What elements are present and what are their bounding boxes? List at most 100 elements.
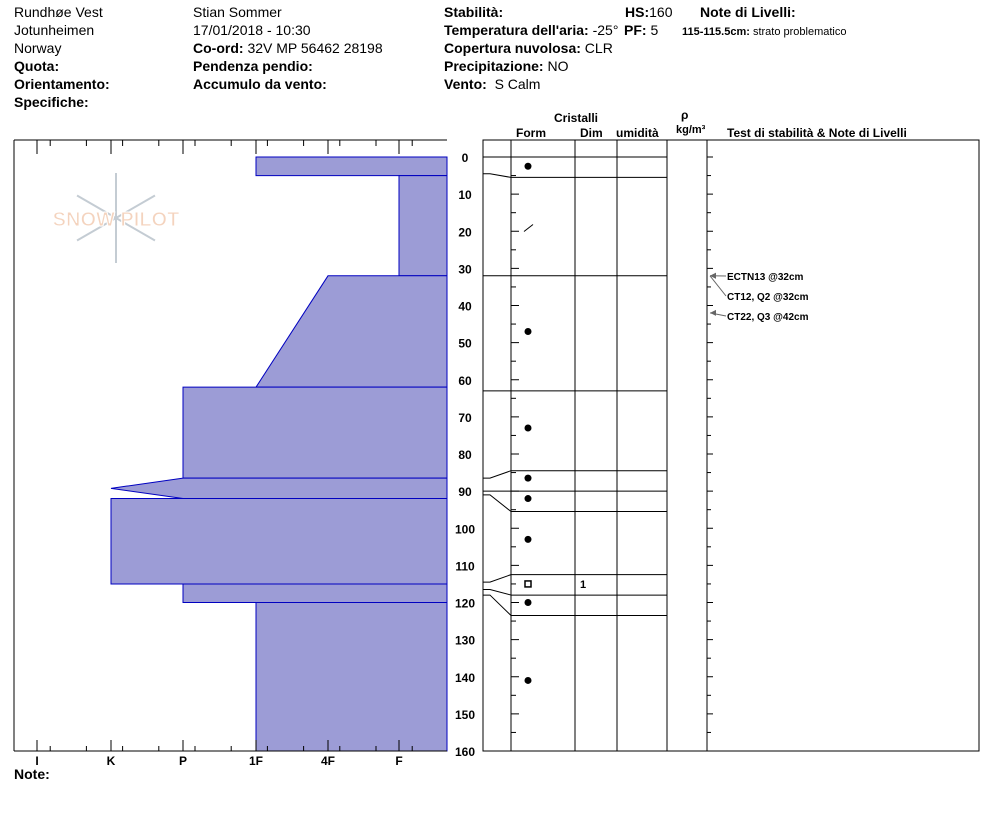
grain-rounded-icon	[524, 599, 532, 606]
depth-tick-label: 110	[455, 559, 475, 573]
hardness-layer	[182, 583, 448, 603]
hs: HS:160	[625, 4, 672, 20]
observer: Stian Sommer	[193, 4, 282, 20]
layer-connector	[483, 574, 512, 583]
density-unit: kg/m³	[676, 124, 706, 136]
stability-test-label: ECTN13 @32cm	[727, 272, 804, 283]
hardness-tick-label: P	[179, 754, 187, 768]
pf-value: 5	[650, 22, 659, 38]
layer-note-text: strato problematico	[752, 26, 847, 38]
depth-tick-label: 50	[458, 337, 472, 351]
slope-label: Pendenza pendio:	[193, 58, 313, 74]
grain-size: 1	[580, 579, 586, 591]
layer-grid-frame	[482, 139, 980, 752]
crystals-header: Cristalli	[554, 111, 599, 125]
wind-label: Vento:	[444, 76, 487, 92]
cloud-value: CLR	[584, 40, 613, 56]
pf-label: PF:	[624, 22, 647, 38]
depth-tick-label: 120	[455, 597, 475, 611]
size-header: Dim	[580, 126, 603, 140]
hardness-layer	[398, 175, 448, 277]
cloud-label: Copertura nuvolosa:	[444, 40, 581, 56]
hardness-layer	[255, 275, 448, 388]
hardness-tick-label: 1F	[249, 754, 263, 768]
hardness-layer	[182, 386, 448, 479]
hardness-layer	[255, 156, 448, 177]
stability-test-label: CT22, Q3 @42cm	[727, 312, 809, 323]
air-temp: Temperatura dell'aria: -25°	[444, 22, 618, 38]
stability-label: Stabilità:	[444, 4, 504, 20]
svg-text:SNOW PILOT: SNOW PILOT	[53, 209, 180, 231]
coordinates: Co-ord: 32V MP 56462 28198	[193, 40, 383, 56]
grain-rounded-icon	[524, 495, 532, 503]
grain-rounded-icon	[524, 424, 532, 432]
layer-connector	[483, 589, 512, 596]
hardness-tick-label: F	[395, 754, 402, 768]
depth-tick-label: 0	[462, 151, 469, 165]
grain-faceted-icon	[524, 580, 532, 588]
site-name: Rundhøe Vest	[14, 4, 103, 20]
grain-rounded-icon	[524, 474, 532, 482]
hardness-tick-label: I	[35, 754, 38, 768]
hardness-tick-label: 4F	[321, 754, 335, 768]
precipitation: Precipitazione: NO	[444, 58, 568, 74]
hardness-layer	[110, 498, 448, 585]
depth-tick-label: 160	[455, 745, 475, 759]
hardness-layer	[110, 477, 448, 500]
arrow-head-icon	[710, 272, 716, 279]
layer-note-depth: 115-115.5cm:	[682, 26, 750, 38]
air-temp-label: Temperatura dell'aria:	[444, 22, 589, 38]
depth-tick-label: 140	[455, 671, 475, 685]
layer-note: 115-115.5cm: strato problematico	[682, 24, 847, 40]
hs-value: 160	[649, 4, 673, 20]
coord-label: Co-ord:	[193, 40, 244, 56]
depth-tick-label: 30	[458, 262, 472, 276]
grain-rounded-icon	[524, 535, 532, 543]
stability-test-label: CT12, Q2 @32cm	[727, 292, 809, 303]
form-header: Form	[516, 126, 546, 140]
layer-connector	[483, 594, 512, 616]
wind-load-label: Accumulo da vento:	[193, 76, 327, 92]
note-label: Note:	[14, 766, 50, 782]
cloud-cover: Copertura nuvolosa: CLR	[444, 40, 613, 56]
depth-tick-label: 80	[458, 448, 472, 462]
test-arrow	[709, 275, 727, 297]
grain-rounded-icon	[524, 162, 532, 170]
pf: PF: 5	[624, 22, 658, 38]
hardness-tick-label: K	[107, 754, 116, 768]
specifics-label: Specifiche:	[14, 94, 89, 110]
depth-tick-label: 100	[455, 522, 475, 536]
datetime: 17/01/2018 - 10:30	[193, 22, 311, 38]
depth-tick-label: 20	[458, 225, 472, 239]
wind: Vento: S Calm	[444, 76, 540, 92]
density-symbol: ρ	[681, 108, 689, 122]
hardness-layer	[255, 602, 448, 752]
layer-connector	[483, 173, 512, 178]
quota-label: Quota:	[14, 58, 60, 74]
depth-tick-label: 70	[458, 411, 472, 425]
depth-tick-label: 60	[458, 374, 472, 388]
moisture-header: umidità	[616, 126, 659, 140]
hs-label: HS:	[625, 4, 650, 20]
arrow-head-icon	[710, 309, 716, 316]
grain-rounded-icon	[524, 676, 532, 684]
depth-tick-label: 40	[458, 300, 472, 314]
air-temp-value: -25°	[592, 22, 619, 38]
grain-rounded-icon	[524, 327, 532, 335]
grain-decomposing-icon	[523, 224, 534, 232]
layer-connector	[483, 494, 512, 512]
orientation-label: Orientamento:	[14, 76, 110, 92]
wind-value: S Calm	[494, 76, 541, 92]
precip-label: Precipitazione:	[444, 58, 544, 74]
layer-connector	[483, 470, 512, 479]
coord-value: 32V MP 56462 28198	[247, 40, 383, 56]
depth-tick-label: 90	[458, 485, 472, 499]
country: Norway	[14, 40, 62, 56]
layer-notes-label: Note di Livelli:	[700, 4, 796, 20]
depth-tick-label: 130	[455, 634, 475, 648]
mountain-range: Jotunheimen	[14, 22, 95, 38]
depth-tick-label: 10	[458, 188, 472, 202]
snowpilot-logo: SNOW PILOT	[52, 173, 180, 263]
depth-tick-label: 150	[455, 708, 475, 722]
